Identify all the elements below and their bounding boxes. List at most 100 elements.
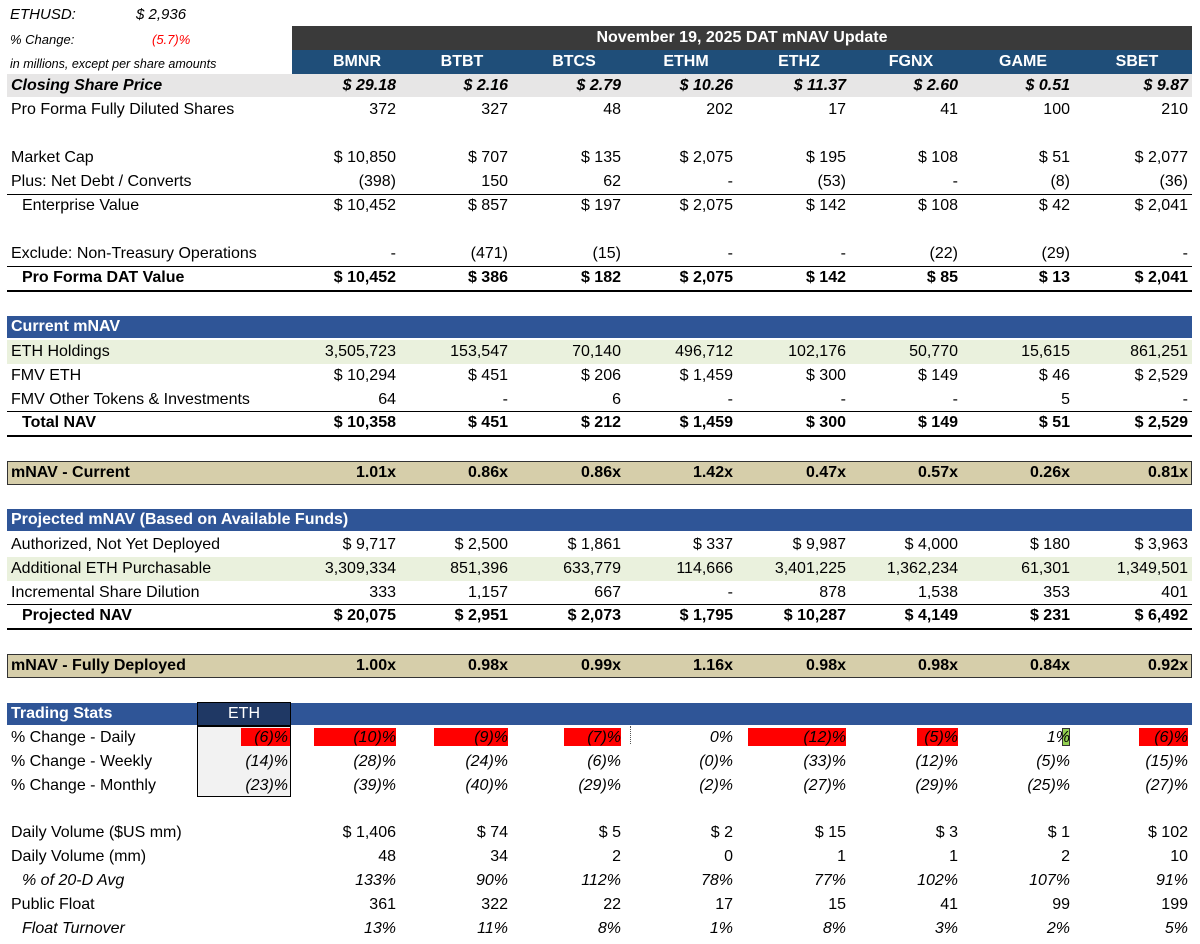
authorized-funds-value: $ 9,717 (342, 536, 396, 553)
float-turnover-value: 1% (709, 920, 733, 937)
daily-volume-shares-value: 2 (612, 848, 621, 865)
non-treasury-ops-value: (22) (929, 245, 958, 262)
change-daily-value: (10)% (353, 729, 396, 746)
pct-20d-avg-value: 91% (1155, 872, 1188, 889)
additional-eth-value: 3,401,225 (774, 560, 846, 577)
proj-bottom-line (7, 628, 1192, 630)
fmv-eth-label: FMV ETH (11, 367, 82, 384)
mnav-current-value: 1.01x (355, 464, 396, 481)
non-treasury-ops-value: (29) (1041, 245, 1070, 262)
change-monthly-eth: (23)% (245, 777, 288, 794)
enterprise-value-value: $ 42 (1038, 197, 1070, 214)
market-cap-label: Market Cap (11, 149, 94, 166)
share-dilution-value: 667 (594, 584, 621, 601)
float-turnover-value: 3% (934, 920, 958, 937)
market-cap-value: $ 51 (1038, 149, 1070, 166)
ethusd-value: $ 2,936 (136, 6, 187, 23)
dat-value-label: Pro Forma DAT Value (22, 269, 185, 286)
dat-value-value: $ 386 (467, 269, 508, 286)
closing-share-price-label: Closing Share Price (11, 77, 163, 94)
total-nav-value: $ 10,358 (333, 414, 396, 431)
share-dilution-value: 878 (819, 584, 846, 601)
change-daily-value: 1% (1046, 729, 1070, 746)
additional-eth-label: Additional ETH Purchasable (11, 560, 212, 577)
share-dilution-value: 401 (1161, 584, 1188, 601)
daily-volume-shares-label: Daily Volume (mm) (11, 848, 147, 865)
market-cap-value: $ 135 (580, 149, 621, 166)
authorized-funds-value: $ 4,000 (904, 536, 958, 553)
page-title: November 19, 2025 DAT mNAV Update (596, 29, 888, 46)
ticker-band (292, 50, 1192, 74)
closing-share-price-value: $ 11.37 (793, 77, 846, 94)
pct-20d-avg-value: 102% (917, 872, 958, 889)
change-monthly-value: (29)% (915, 777, 958, 794)
daily-volume-usd-value: $ 102 (1147, 824, 1188, 841)
fmv-other-label: FMV Other Tokens & Investments (11, 391, 250, 408)
trading-stats-header: Trading Stats (11, 705, 113, 722)
eth-holdings-value: 153,547 (450, 343, 508, 360)
total-nav-label: Total NAV (22, 414, 97, 431)
net-debt-value: - (727, 173, 733, 190)
mnav-deployed-value: 0.98x (467, 657, 508, 674)
fully-diluted-shares-label: Pro Forma Fully Diluted Shares (11, 101, 235, 118)
mnav-deployed-value: 0.98x (805, 657, 846, 674)
eth-header: ETH (228, 705, 260, 722)
non-treasury-ops-value: - (727, 245, 733, 262)
fmv-other-value: - (502, 391, 508, 408)
authorized-funds-value: $ 180 (1029, 536, 1070, 553)
net-debt-value: (36) (1159, 173, 1188, 190)
fmv-eth-value: $ 2,529 (1134, 367, 1188, 384)
closing-share-price-value: $ 29.18 (342, 77, 396, 94)
mnav-deployed-bg (7, 654, 1192, 678)
total-nav-value: $ 2,529 (1134, 414, 1188, 431)
change-weekly-value: (0)% (699, 753, 733, 770)
pct-20d-avg-label: % of 20-D Avg (22, 872, 125, 889)
net-debt-value: (398) (358, 173, 396, 190)
ticker-ethz: ETHZ (778, 53, 820, 70)
mnav-current-bg (7, 461, 1192, 485)
ev-top-line (7, 194, 1192, 195)
fmv-other-value: 5 (1061, 391, 1070, 408)
change-label: % Change: (10, 32, 75, 47)
dat-value-value: $ 10,452 (333, 269, 396, 286)
change-weekly-value: (33)% (803, 753, 846, 770)
public-float-value: 41 (940, 896, 958, 913)
fmv-eth-value: $ 1,459 (679, 367, 733, 384)
dat-bottom-line (7, 290, 1192, 292)
mnav-current-value: 0.86x (580, 464, 621, 481)
dat-value-value: $ 85 (926, 269, 958, 286)
daily-volume-shares-value: 1 (837, 848, 846, 865)
enterprise-value-value: $ 2,041 (1134, 197, 1188, 214)
fmv-other-value: - (952, 391, 958, 408)
closing-share-price-value: $ 2.79 (576, 77, 621, 94)
fmv-other-value: - (840, 391, 846, 408)
change-weekly-value: (15)% (1145, 753, 1188, 770)
public-float-value: 22 (603, 896, 621, 913)
projected-mnav-header: Projected mNAV (Based on Available Funds… (11, 511, 349, 528)
projected-nav-value: $ 2,951 (454, 607, 508, 624)
authorized-funds-value: $ 337 (692, 536, 733, 553)
mnav-deployed-value: 0.84x (1029, 657, 1070, 674)
net-debt-value: - (952, 173, 958, 190)
public-float-value: 361 (369, 896, 396, 913)
daily-volume-usd-value: $ 1,406 (342, 824, 396, 841)
fully-diluted-shares-value: 100 (1043, 101, 1070, 118)
ticker-btbt: BTBT (440, 53, 484, 70)
change-monthly-value: (27)% (1145, 777, 1188, 794)
change-weekly-value: (24)% (465, 753, 508, 770)
eth-holdings-value: 50,770 (909, 343, 958, 360)
pct-20d-avg-value: 78% (700, 872, 733, 889)
share-dilution-label: Incremental Share Dilution (11, 584, 200, 601)
net-debt-label: Plus: Net Debt / Converts (11, 173, 192, 190)
pct-20d-avg-value: 77% (813, 872, 846, 889)
total-nav-value: $ 451 (467, 414, 508, 431)
pct-20d-avg-value: 112% (581, 872, 621, 889)
fully-diluted-shares-value: 41 (940, 101, 958, 118)
market-cap-value: $ 707 (467, 149, 508, 166)
fmv-eth-value: $ 10,294 (333, 367, 396, 384)
projected-nav-value: $ 1,795 (679, 607, 733, 624)
market-cap-value: $ 108 (917, 149, 958, 166)
daily-volume-shares-value: 48 (378, 848, 396, 865)
net-debt-value: 62 (603, 173, 621, 190)
change-daily-eth: (6)% (254, 729, 288, 746)
